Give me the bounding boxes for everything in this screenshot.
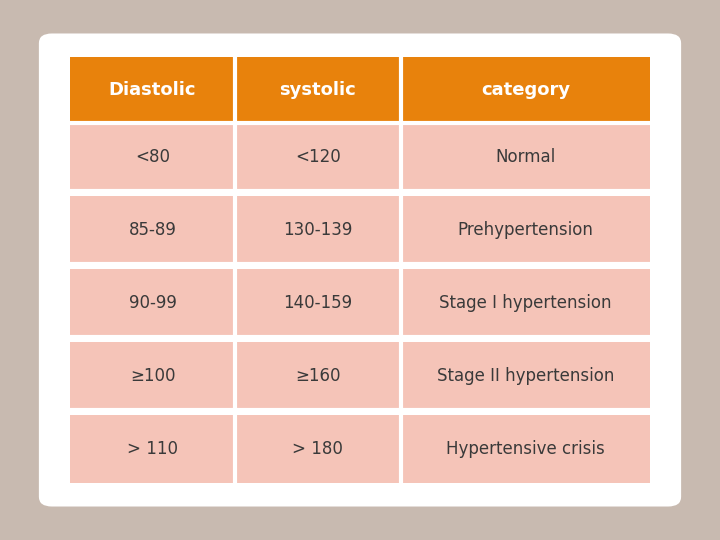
Text: Diastolic: Diastolic: [109, 81, 197, 99]
Text: systolic: systolic: [279, 81, 356, 99]
Text: > 180: > 180: [292, 440, 343, 458]
Text: ≥100: ≥100: [130, 367, 175, 385]
Bar: [400, 57, 650, 123]
FancyBboxPatch shape: [39, 33, 681, 507]
Text: <80: <80: [135, 148, 170, 166]
Bar: [70, 196, 235, 265]
Bar: [235, 57, 400, 123]
Text: 90-99: 90-99: [129, 294, 176, 312]
Bar: [70, 415, 235, 483]
Bar: [400, 196, 650, 265]
Bar: [235, 196, 400, 265]
Text: 140-159: 140-159: [284, 294, 353, 312]
Text: 130-139: 130-139: [283, 221, 353, 239]
Bar: [70, 123, 235, 192]
Text: category: category: [481, 81, 570, 99]
Text: > 110: > 110: [127, 440, 178, 458]
Text: Stage I hypertension: Stage I hypertension: [439, 294, 612, 312]
Bar: [235, 123, 400, 192]
Text: Normal: Normal: [495, 148, 556, 166]
Bar: [400, 123, 650, 192]
Bar: [400, 415, 650, 483]
Text: <120: <120: [295, 148, 341, 166]
Bar: [235, 269, 400, 338]
Text: Stage II hypertension: Stage II hypertension: [437, 367, 614, 385]
Text: Prehypertension: Prehypertension: [457, 221, 593, 239]
Text: ≥160: ≥160: [295, 367, 341, 385]
Bar: [70, 342, 235, 410]
Bar: [70, 57, 235, 123]
Bar: [235, 415, 400, 483]
Bar: [400, 269, 650, 338]
Bar: [235, 342, 400, 410]
Text: 85-89: 85-89: [129, 221, 176, 239]
Bar: [400, 342, 650, 410]
Bar: [70, 269, 235, 338]
Text: Hypertensive crisis: Hypertensive crisis: [446, 440, 605, 458]
